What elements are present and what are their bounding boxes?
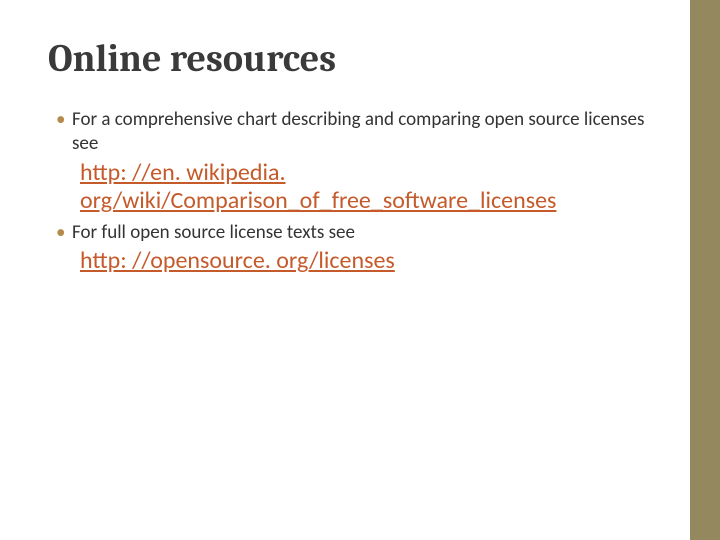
bullet-text: For full open source license texts see — [72, 221, 355, 244]
bullet-item: For full open source license texts see — [56, 221, 660, 245]
link-opensource[interactable]: http: //opensource. org/licenses — [80, 247, 660, 275]
bullet-list: For a comprehensive chart describing and… — [48, 108, 660, 276]
bullet-item: For a comprehensive chart describing and… — [56, 108, 660, 157]
link-wikipedia[interactable]: http: //en. wikipedia. org/wiki/Comparis… — [80, 159, 660, 216]
bullet-text: For a comprehensive chart describing and… — [72, 108, 644, 155]
slide-title: Online resources — [48, 40, 660, 80]
slide: Online resources For a comprehensive cha… — [0, 0, 720, 540]
decorative-sidebar — [690, 0, 720, 540]
